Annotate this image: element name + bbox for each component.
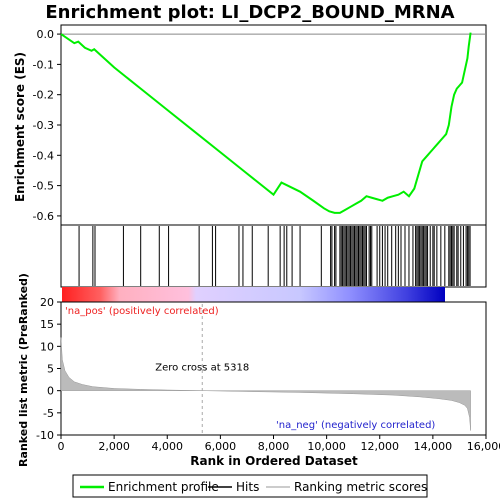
- x-tick-label: 12,000: [361, 440, 400, 453]
- x-tick-label: 16,000: [467, 440, 500, 453]
- es-y-tick-label: 0.0: [37, 28, 55, 41]
- x-tick-label: 14,000: [414, 440, 453, 453]
- es-panel: [60, 24, 487, 226]
- es-y-axis: 0.0 -0.1 -0.2 -0.3 -0.4 -0.5 -0.6: [33, 28, 61, 223]
- x-tick-label: 8,000: [258, 440, 290, 453]
- enrichment-profile-line: [60, 32, 472, 214]
- chart-title: Enrichment plot: LI_DCP2_BOUND_MRNA: [45, 2, 454, 23]
- legend-items: Enrichment profile Hits Ranking metric sco…: [80, 480, 427, 494]
- es-y-tick-label: -0.3: [33, 119, 54, 132]
- legend: [72, 474, 428, 498]
- hits-marks: [78, 226, 471, 286]
- metric-y-tick-label: 0: [47, 385, 54, 398]
- es-y-tick-label: -0.6: [33, 210, 54, 223]
- metric-y-label: Ranked list metric (PreRanked): [17, 273, 30, 467]
- metric-y-tick-label: 5: [47, 363, 54, 376]
- metric-panel: [60, 301, 487, 436]
- x-tick-label: 6,000: [205, 440, 237, 453]
- metric-y-tick-label: -10: [36, 429, 54, 442]
- legend-label: Enrichment profile: [108, 480, 219, 494]
- neg-label: 'na_neg' (negatively correlated): [276, 420, 435, 431]
- es-y-label: Enrichment score (ES): [13, 52, 27, 202]
- ranking-metric-area: [60, 337, 471, 431]
- pos-label: 'na_pos' (positively correlated): [65, 306, 219, 317]
- x-axis: 0 2,000 4,000 6,000 8,000 10,000 12,000 14,000 1…: [58, 435, 500, 453]
- metric-y-axis: 20 15 10 5 0 -5 -10: [36, 296, 61, 442]
- metric-y-tick-label: 20: [40, 296, 54, 309]
- x-tick-label: 2,000: [98, 440, 130, 453]
- rank-color-bar: [62, 287, 445, 302]
- x-axis-label: Rank in Ordered Dataset: [190, 454, 358, 468]
- metric-y-tick-label: -5: [43, 407, 54, 420]
- es-y-tick-label: -0.2: [33, 89, 54, 102]
- x-tick-label: 10,000: [307, 440, 346, 453]
- zero-cross-label: Zero cross at 5318: [155, 363, 249, 374]
- x-tick-label: 0: [58, 440, 65, 453]
- es-y-tick-label: -0.5: [33, 180, 54, 193]
- legend-label: Hits: [236, 480, 259, 494]
- es-y-tick-label: -0.4: [33, 149, 54, 162]
- metric-y-tick-label: 15: [40, 318, 54, 331]
- es-y-tick-label: -0.1: [33, 58, 54, 71]
- metric-y-tick-label: 10: [40, 340, 54, 353]
- legend-label: Ranking metric scores: [294, 480, 427, 494]
- x-tick-label: 4,000: [152, 440, 184, 453]
